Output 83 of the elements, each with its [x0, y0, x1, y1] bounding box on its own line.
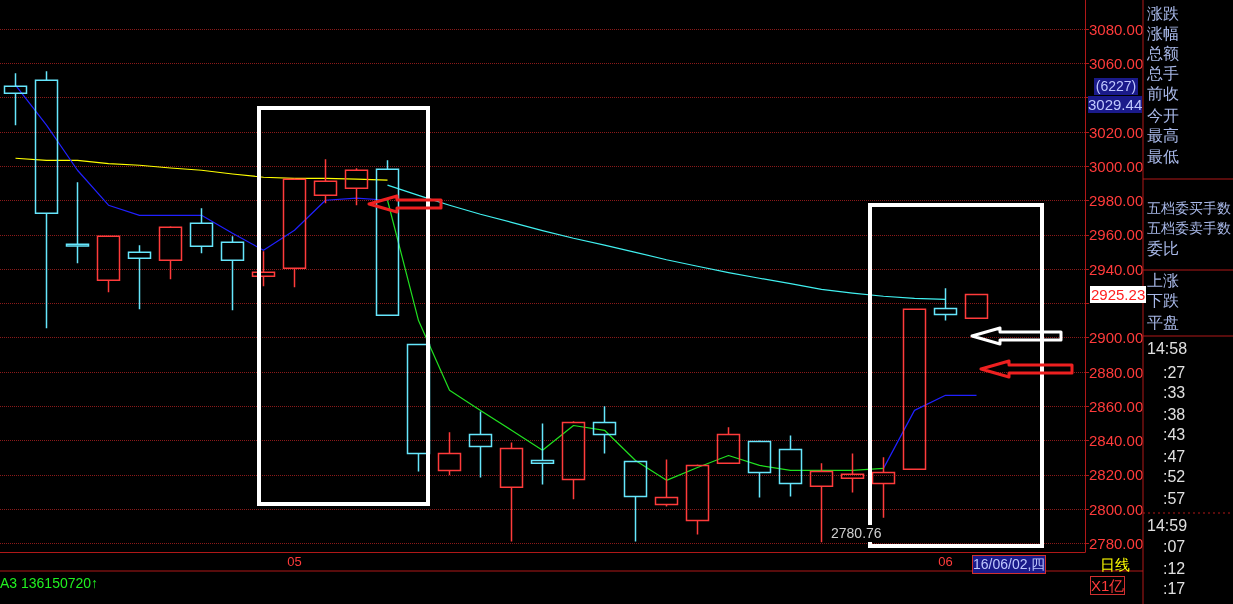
candlestick — [313, 158, 338, 205]
text: 14:59 — [1147, 517, 1188, 534]
candlestick — [778, 434, 803, 498]
text: :07 — [1163, 538, 1186, 555]
y-tick-label: 2900.00 — [1089, 329, 1144, 347]
candlestick — [561, 420, 586, 501]
text: :57 — [1163, 490, 1186, 507]
y-tick-label: 2880.00 — [1089, 363, 1144, 381]
candlestick — [220, 235, 245, 312]
text: :43 — [1163, 426, 1186, 443]
candlestick — [716, 426, 741, 465]
x-tick-label: 05 — [287, 554, 302, 569]
text: 日线 — [1100, 556, 1130, 573]
text: :52 — [1163, 468, 1186, 485]
y-tick-label: 3020.00 — [1089, 123, 1144, 141]
line-series — [386, 199, 885, 481]
candlestick — [530, 422, 555, 486]
candlestick — [282, 177, 307, 289]
candlestick — [592, 405, 617, 455]
text: 14:58 — [1147, 340, 1188, 357]
line-series — [14, 157, 389, 181]
y-tick-label: 2780.00 — [1089, 534, 1144, 552]
candlestick — [840, 452, 865, 494]
candlestick — [437, 431, 462, 477]
text: 最低 — [1147, 148, 1179, 165]
candlestick — [747, 439, 772, 499]
line-series — [386, 184, 947, 300]
text: 今开 — [1147, 107, 1179, 124]
text: 五档委卖手数 — [1147, 220, 1231, 237]
text: :17 — [1163, 580, 1186, 597]
text: :12 — [1163, 560, 1186, 577]
y-tick-label: 2960.00 — [1089, 226, 1144, 244]
text: 下跌 — [1147, 292, 1179, 309]
candlestick — [468, 410, 493, 479]
text: 平盘 — [1147, 314, 1179, 331]
candlestick — [34, 70, 59, 330]
y-tick-label: 2800.00 — [1089, 500, 1144, 518]
x-tick-label: 06 — [938, 554, 953, 569]
candlestick — [375, 159, 400, 317]
text: 上涨 — [1147, 272, 1179, 289]
candlestick — [127, 244, 152, 311]
y-tick-label: 2980.00 — [1089, 192, 1144, 210]
y-tick-label: 2840.00 — [1089, 432, 1144, 450]
candlestick — [499, 441, 524, 543]
text: 16/06/02,四 — [973, 556, 1046, 573]
text: X1亿 — [1091, 577, 1125, 594]
text: (6227) — [1094, 78, 1138, 95]
y-tick-label: 3060.00 — [1089, 54, 1144, 72]
text: 前收 — [1147, 85, 1179, 102]
y-tick-label: 2940.00 — [1089, 260, 1144, 278]
candlestick — [189, 207, 214, 254]
text: :38 — [1163, 406, 1186, 423]
text: :33 — [1163, 384, 1186, 401]
annotation: 2780.76 — [831, 525, 882, 542]
text: A3 136150720↑ — [0, 575, 99, 592]
candlestick — [902, 307, 927, 471]
text: 涨幅 — [1147, 25, 1179, 42]
text: 总额 — [1147, 45, 1179, 62]
candlestick — [65, 181, 90, 265]
y-tick-label: 2820.00 — [1089, 466, 1144, 484]
y-tick-label: 3080.00 — [1089, 20, 1144, 38]
candlestick — [623, 460, 648, 543]
text: 3029.44 — [1088, 96, 1143, 113]
candlestick — [344, 167, 369, 206]
text: 五档委买手数 — [1147, 200, 1231, 217]
candlestick — [3, 72, 28, 126]
candlestick — [685, 463, 710, 536]
text: 总手 — [1147, 65, 1179, 82]
candlestick — [654, 458, 679, 508]
text: 最高 — [1147, 127, 1179, 144]
candlestick — [158, 225, 183, 281]
y-tick-label: 2860.00 — [1089, 397, 1144, 415]
text: 涨跌 — [1147, 5, 1179, 22]
candlestick — [933, 287, 958, 322]
candlestick — [871, 456, 896, 519]
candlestick — [964, 293, 989, 320]
candlestick — [251, 250, 276, 288]
text: :47 — [1163, 448, 1186, 465]
text: 2925.23 — [1090, 286, 1147, 303]
y-tick-label: 3000.00 — [1089, 157, 1144, 175]
text: :27 — [1163, 364, 1186, 381]
candlestick — [96, 234, 121, 294]
text: 委比 — [1147, 240, 1179, 257]
